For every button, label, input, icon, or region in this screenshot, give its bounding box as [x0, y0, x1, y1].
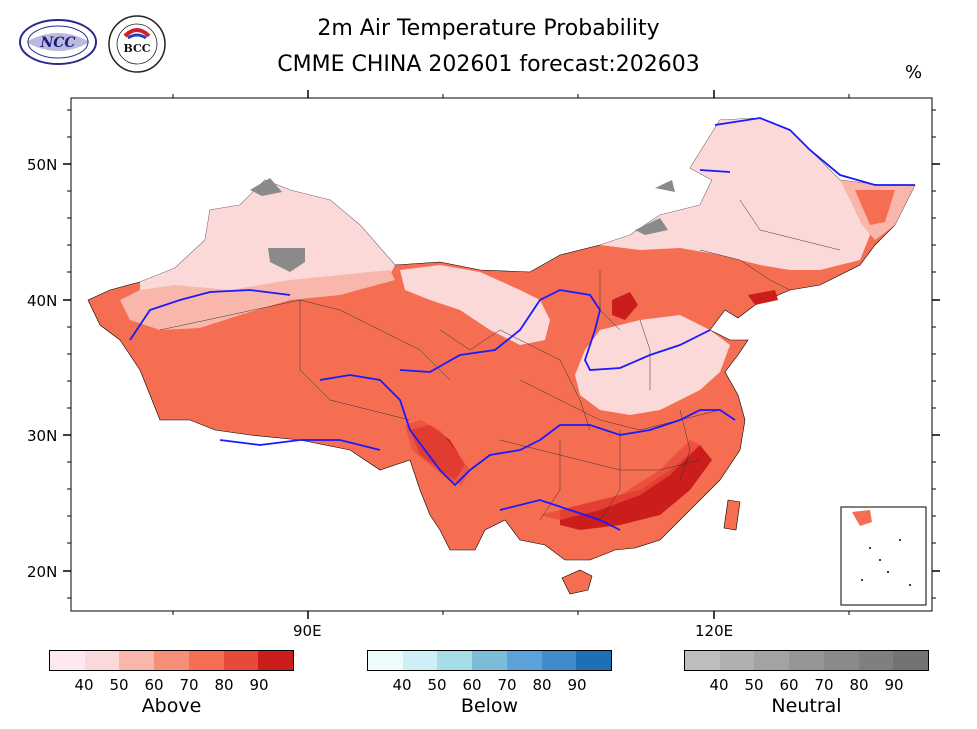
- colorbar-above-tick-label: 80: [214, 676, 234, 694]
- ncc-logo: NCC: [18, 14, 97, 70]
- colorbar-neutral: [684, 650, 929, 671]
- neutral-xinjiang-north: [250, 178, 282, 196]
- colorbar-below-swatch: [472, 651, 507, 670]
- colorbar-neutral-tick-label: 50: [744, 676, 764, 694]
- colorbar-neutral-tick-label: 80: [849, 676, 869, 694]
- hotspot-above-80-sichuan: [405, 420, 470, 485]
- lon-label-120e: 120E: [695, 622, 734, 640]
- colorbar-neutral-swatch: [823, 651, 859, 670]
- hainan-island: [561, 569, 593, 595]
- colorbar-above-swatch: [188, 651, 224, 670]
- colorbar-below-swatch: [437, 651, 473, 670]
- colorbar-above-swatch: [84, 651, 120, 670]
- ncc-logo-text: NCC: [39, 35, 75, 51]
- neutral-gansu: [635, 218, 668, 235]
- colorbar-neutral-swatch: [858, 651, 894, 670]
- colorbar-above-tick-label: 60: [144, 676, 164, 694]
- colorbar-below-tick-label: 60: [462, 676, 482, 694]
- tibet-river: [219, 439, 381, 451]
- yangtze-river: [319, 374, 736, 487]
- province-boundaries: [159, 199, 841, 521]
- lat-label-50n: 50N: [27, 156, 58, 174]
- tarim-river: [129, 289, 291, 341]
- colorbar-above-title: Above: [141, 695, 202, 717]
- minor-ticks: [67, 94, 936, 615]
- pearl-river: [499, 499, 621, 531]
- colorbar-above-swatch: [154, 651, 189, 670]
- colorbar-above-swatch: [50, 651, 85, 670]
- colorbar-neutral-tick-label: 40: [709, 676, 729, 694]
- taiwan-island: [723, 499, 741, 531]
- hotspot-above-90-shanxi: [612, 292, 638, 320]
- colorbar-above-tick-label: 40: [74, 676, 94, 694]
- south-china-sea-inset: [840, 506, 927, 606]
- colorbar-below-tick-label: 80: [532, 676, 552, 694]
- colorbar-above-tick-label: 50: [109, 676, 129, 694]
- lat-label-20n: 20N: [27, 563, 58, 581]
- colorbar-neutral-tick-label: 70: [814, 676, 834, 694]
- colorbar-below-tick-label: 50: [427, 676, 447, 694]
- colorbar-below-tick-label: 40: [392, 676, 412, 694]
- colorbar-neutral-swatch: [789, 651, 824, 670]
- neutral-inner-mongolia: [655, 180, 675, 192]
- yellow-river: [399, 289, 711, 373]
- colorbar-above-tick-label: 90: [249, 676, 269, 694]
- unit-label: %: [905, 62, 923, 83]
- chart-subtitle: CMME CHINA 202601 forecast:202603: [277, 52, 700, 77]
- axis-ticks: [63, 90, 940, 619]
- rivers: [129, 117, 915, 531]
- probability-field: [87, 117, 916, 595]
- region-above-70-ne-edge: [855, 190, 895, 225]
- lon-label-90e: 90E: [293, 622, 322, 640]
- colorbar-below-swatch: [541, 651, 577, 670]
- colorbar-below-swatch: [576, 651, 612, 670]
- chart-title: 2m Air Temperature Probability: [317, 16, 660, 41]
- colorbar-below-tick-label: 90: [567, 676, 587, 694]
- nen-river: [699, 169, 731, 173]
- inset-islands: [861, 539, 911, 586]
- inset-coast: [852, 510, 872, 526]
- colorbar-below-swatch: [506, 651, 542, 670]
- lat-label-30n: 30N: [27, 427, 58, 445]
- bcc-logo-text: BCC: [123, 42, 150, 55]
- colorbar-neutral-tick-label: 90: [884, 676, 904, 694]
- colorbar-below-tick-label: 70: [497, 676, 517, 694]
- region-above-60-xinjiang: [120, 270, 395, 330]
- colorbar-above: [49, 650, 294, 671]
- colorbar-neutral-tick-label: 60: [779, 676, 799, 694]
- region-above-50-central: [400, 265, 550, 345]
- colorbar-above-swatch: [119, 651, 155, 670]
- hotspot-above-90-liaoning: [748, 290, 778, 305]
- colorbar-below-title: Below: [460, 695, 519, 717]
- colorbar-neutral-swatch: [754, 651, 790, 670]
- colorbar-below-swatch: [368, 651, 403, 670]
- colorbar-neutral-swatch: [719, 651, 755, 670]
- colorbar-neutral-title: Neutral: [771, 695, 842, 717]
- colorbar-above-tick-label: 70: [179, 676, 199, 694]
- colorbar-above-swatch: [258, 651, 294, 670]
- colorbar-neutral-swatch: [685, 651, 720, 670]
- colorbar-below-swatch: [402, 651, 438, 670]
- colorbar-below: [367, 650, 612, 671]
- region-above-50-northeast: [600, 118, 870, 270]
- bcc-logo: BCC: [106, 14, 166, 73]
- colorbar-above-swatch: [223, 651, 259, 670]
- amur-river: [714, 117, 915, 186]
- lat-label-40n: 40N: [27, 292, 58, 310]
- neutral-xinjiang-patch: [268, 248, 305, 272]
- colorbar-neutral-swatch: [893, 651, 929, 670]
- hotspot-above-80-southeast: [540, 440, 700, 520]
